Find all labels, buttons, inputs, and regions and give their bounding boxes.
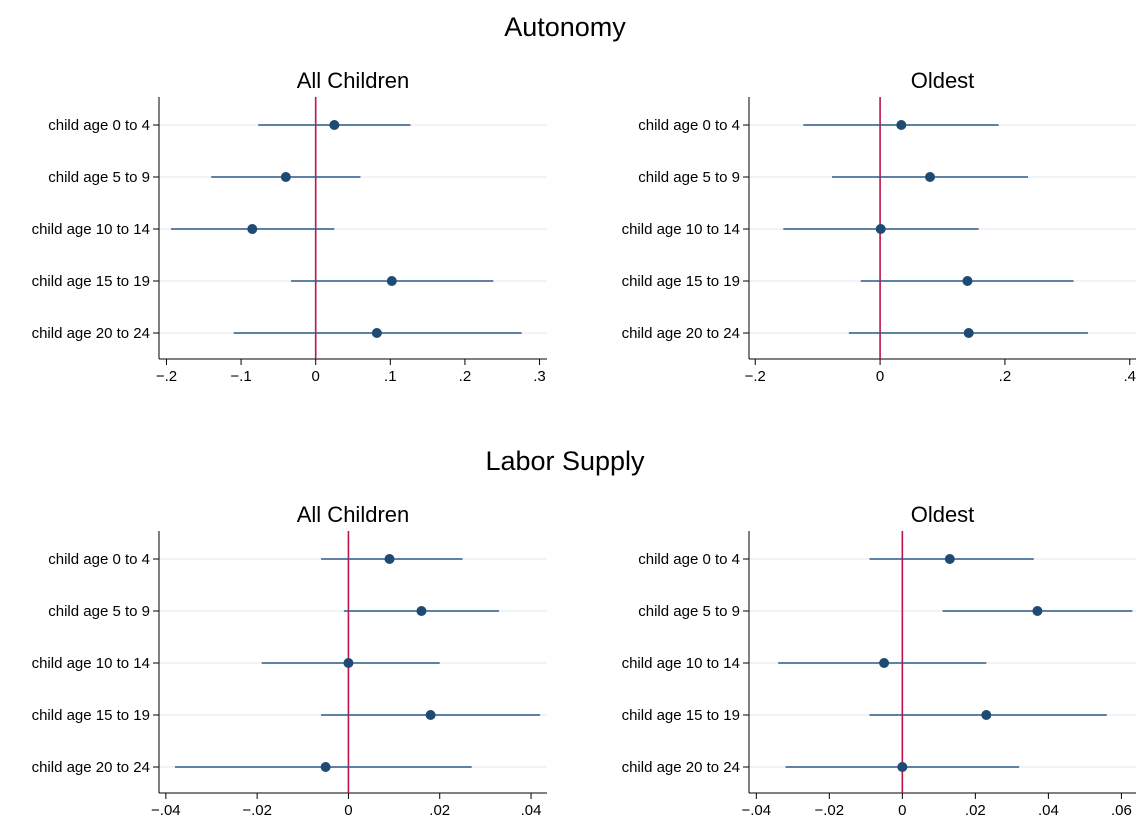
x-tick-label: −.04 — [151, 802, 181, 819]
point-estimate — [897, 762, 908, 772]
point-estimate — [963, 328, 974, 338]
category-label: child age 15 to 19 — [622, 273, 740, 290]
point-estimate — [280, 172, 291, 182]
point-estimate — [944, 554, 955, 564]
point-estimate — [981, 710, 992, 720]
category-label: child age 10 to 14 — [32, 655, 150, 672]
panels-group: All Children child age 0 to 4 child age 5 … — [32, 68, 1136, 819]
section-title-autonomy: Autonomy — [504, 12, 626, 42]
x-tick-label: .4 — [1124, 368, 1137, 385]
point-estimate — [425, 710, 436, 720]
x-tick-label: −.02 — [815, 802, 845, 819]
point-estimate — [343, 658, 354, 668]
category-label: child age 15 to 19 — [622, 707, 740, 724]
category-label: child age 5 to 9 — [48, 169, 150, 186]
section-title-labor-supply: Labor Supply — [485, 446, 645, 476]
x-tick-label: .06 — [1111, 802, 1132, 819]
point-estimate — [875, 224, 886, 234]
x-tick-label: 0 — [876, 368, 884, 385]
category-label: child age 20 to 24 — [32, 325, 150, 342]
category-label: child age 0 to 4 — [638, 117, 740, 134]
point-estimate — [320, 762, 331, 772]
x-tick-label: .3 — [533, 368, 546, 385]
category-label: child age 5 to 9 — [638, 169, 740, 186]
category-label: child age 20 to 24 — [622, 759, 740, 776]
x-tick-label: 0 — [344, 802, 352, 819]
point-estimate — [925, 172, 936, 182]
x-tick-label: .04 — [1038, 802, 1059, 819]
point-estimate — [371, 328, 382, 338]
x-tick-label: .2 — [999, 368, 1012, 385]
x-tick-label: −.04 — [741, 802, 771, 819]
category-label: child age 5 to 9 — [638, 603, 740, 620]
x-tick-label: .02 — [429, 802, 450, 819]
x-tick-label: .2 — [459, 368, 472, 385]
x-tick-label: −.02 — [242, 802, 272, 819]
panel-title: All Children — [297, 502, 410, 527]
point-estimate — [329, 120, 340, 130]
category-label: child age 20 to 24 — [622, 325, 740, 342]
category-label: child age 5 to 9 — [48, 603, 150, 620]
category-label: child age 10 to 14 — [32, 221, 150, 238]
x-tick-label: 0 — [898, 802, 906, 819]
point-estimate — [247, 224, 258, 234]
category-label: child age 10 to 14 — [622, 221, 740, 238]
category-label: child age 0 to 4 — [638, 551, 740, 568]
x-tick-label: 0 — [312, 368, 320, 385]
category-label: child age 10 to 14 — [622, 655, 740, 672]
x-tick-label: −.2 — [156, 368, 177, 385]
panel-title: All Children — [297, 68, 410, 93]
category-label: child age 15 to 19 — [32, 273, 150, 290]
x-tick-label: .04 — [521, 802, 542, 819]
point-estimate — [879, 658, 890, 668]
point-estimate — [384, 554, 395, 564]
x-tick-label: .1 — [384, 368, 397, 385]
point-estimate — [1032, 606, 1043, 616]
point-estimate — [416, 606, 427, 616]
x-tick-label: −.1 — [230, 368, 251, 385]
point-estimate — [962, 276, 973, 286]
category-label: child age 0 to 4 — [48, 551, 150, 568]
category-label: child age 0 to 4 — [48, 117, 150, 134]
point-estimate — [386, 276, 397, 286]
category-label: child age 20 to 24 — [32, 759, 150, 776]
panel-2: All Children child age 0 to 4 child age 5 … — [32, 502, 547, 819]
panel-0: All Children child age 0 to 4 child age 5 … — [32, 68, 547, 385]
panel-title: Oldest — [911, 68, 975, 93]
x-tick-label: .02 — [965, 802, 986, 819]
panel-3: Oldest child age 0 to 4 child age 5 to 9 ch… — [622, 502, 1136, 819]
point-estimate — [896, 120, 907, 130]
category-label: child age 15 to 19 — [32, 707, 150, 724]
panel-1: Oldest child age 0 to 4 child age 5 to 9 ch… — [622, 68, 1136, 385]
x-tick-label: −.2 — [745, 368, 766, 385]
panel-title: Oldest — [911, 502, 975, 527]
